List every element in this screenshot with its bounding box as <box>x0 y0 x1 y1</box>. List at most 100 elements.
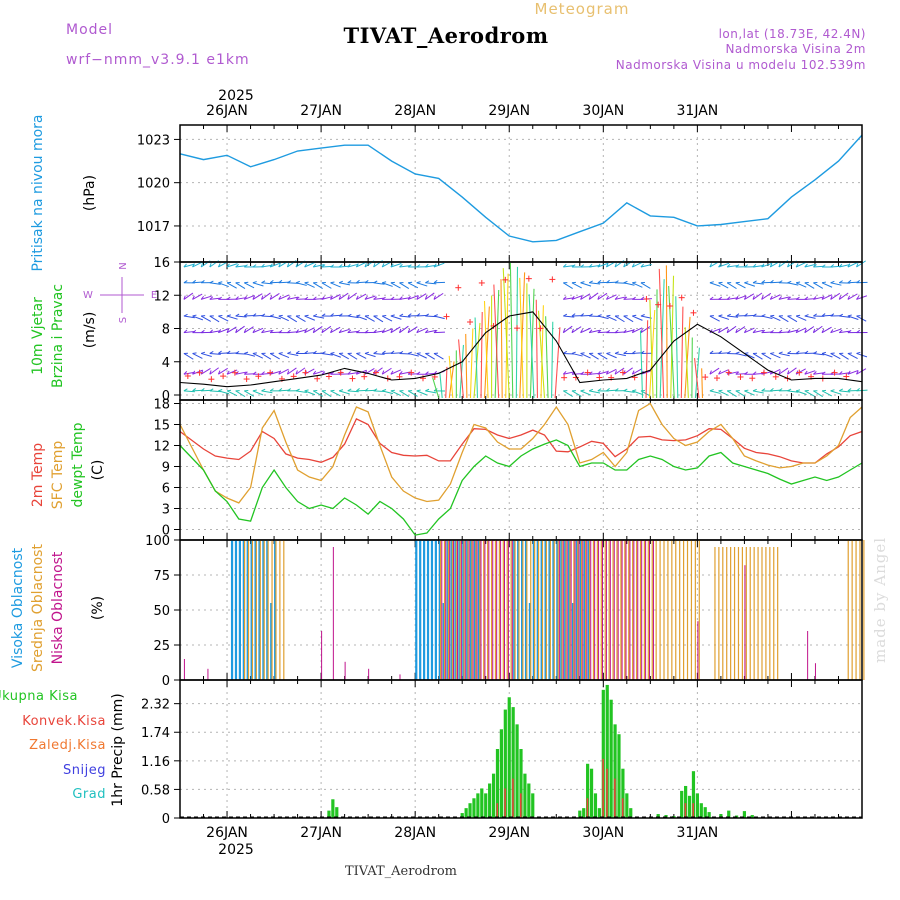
wind-arrow <box>269 262 281 268</box>
wind-arrow-head <box>838 329 843 334</box>
wind-arrow <box>856 260 866 268</box>
y-tick-label: 75 <box>153 569 170 584</box>
wind-arrow <box>770 315 781 321</box>
wind-arrow-head <box>192 279 196 284</box>
wind-arrow-head <box>347 280 352 284</box>
total-precip-bar <box>617 734 621 818</box>
wind-arrow <box>580 352 591 359</box>
wind-arrow <box>589 390 601 394</box>
wind-arrow <box>364 295 376 300</box>
wind-arrow <box>580 282 592 287</box>
wind-arrow-head <box>735 264 740 268</box>
wind-arrow-head <box>606 279 610 284</box>
wind-fan-stroke <box>639 330 644 399</box>
total-precip-bar <box>519 749 523 818</box>
wind-arrow-head <box>192 352 197 354</box>
wind-arrow <box>226 326 237 334</box>
low-cloud-spike <box>344 661 346 680</box>
low-cloud-bar <box>476 540 478 680</box>
wind-fan-stroke <box>465 333 468 399</box>
wind-arrow-head <box>847 263 851 268</box>
wind-panel: 0 4 8 12 16 <box>153 256 868 404</box>
wind-arrow <box>399 282 410 290</box>
wind-arrow <box>269 353 280 360</box>
sfc-temp-line <box>179 402 863 504</box>
total-precip-bar <box>699 803 703 818</box>
wind-arrow-head <box>821 371 826 375</box>
mid-cloud-bar <box>518 540 520 680</box>
wind-arrow-head <box>217 329 222 333</box>
wind-arrow-head <box>709 263 713 268</box>
wind-arrow-head <box>252 371 257 375</box>
total-precip-bar <box>621 768 625 818</box>
wind-arrow-head <box>787 329 791 333</box>
wind-arrow <box>744 293 755 300</box>
total-precip-bar <box>578 810 582 818</box>
wind-arrow-head <box>235 296 239 300</box>
wind-arrow <box>718 369 729 375</box>
y-tick-label: 12 <box>153 289 170 304</box>
wind-arrow-head <box>562 263 567 268</box>
wind-arrow <box>321 325 332 334</box>
wind-arrow <box>830 292 841 300</box>
mid-cloud-bar <box>255 540 257 680</box>
y-tick-label: 9 <box>162 461 170 476</box>
high-cloud-bar <box>568 540 571 680</box>
wind-arrow <box>795 261 807 268</box>
wind-fan-stroke <box>694 357 700 399</box>
wind-arrow <box>287 296 299 300</box>
wind-arrow <box>813 325 823 334</box>
wind-arrow <box>313 264 325 268</box>
low-cloud-bar <box>582 540 584 680</box>
wind-arrow-head <box>778 296 782 300</box>
wind-arrow-head <box>364 280 369 284</box>
wind-arrow <box>640 263 652 268</box>
wind-arrow <box>597 292 608 300</box>
wind-arrow <box>813 296 825 300</box>
wind-arrow-head <box>614 329 619 334</box>
low-cloud-bar <box>625 540 627 680</box>
wind-arrow-head <box>623 350 628 354</box>
wind-arrow <box>407 352 419 357</box>
wind-arrow-head <box>597 280 602 284</box>
high-cloud-bar <box>246 540 249 680</box>
wind-arrow <box>330 326 341 334</box>
mid-cloud-bar <box>616 540 618 680</box>
wind-arrow <box>726 325 737 334</box>
mid-cloud-bar <box>592 540 595 680</box>
wind-arrow-head <box>614 280 619 284</box>
mid-cloud-bar <box>777 547 779 680</box>
wind-arrow <box>787 315 798 323</box>
wind-arrow <box>830 353 841 360</box>
mid-cloud-bar <box>506 540 508 680</box>
wind-arrow-head <box>321 296 325 300</box>
wind-arrow <box>847 353 858 360</box>
wind-arrow <box>588 353 599 360</box>
wind-arrow-head <box>304 263 308 268</box>
wind-arrow <box>563 390 573 398</box>
wind-arrow <box>252 352 264 359</box>
wind-arrow-head <box>321 351 326 354</box>
wind-arrow-head <box>562 296 567 300</box>
wind-arrow-head <box>390 296 395 300</box>
wind-arrow <box>261 264 273 268</box>
wind-arrow-head <box>244 281 249 284</box>
high-cloud-bar <box>524 540 528 680</box>
wind-arrow-head <box>347 263 351 268</box>
low-cloud-bar <box>558 540 560 680</box>
wind-arrow <box>614 352 626 357</box>
total-precip-bar <box>491 773 496 818</box>
wind-arrow-head <box>795 328 799 333</box>
precip-legend-total: Ukupna Kisa <box>0 689 78 704</box>
mid-cloud-bar <box>459 540 461 680</box>
wind-arrow-head <box>744 371 748 375</box>
wind-arrow-head <box>813 296 817 300</box>
y-tick-label: 1017 <box>137 220 170 235</box>
wind-arrow-head <box>433 388 438 392</box>
wind-arrow-head <box>856 370 859 375</box>
wind-fan-stroke <box>458 339 464 399</box>
wind-arrow-head <box>743 295 747 300</box>
wind-arrow-head <box>571 371 576 375</box>
wind-arrow <box>813 372 825 375</box>
low-cloud-bar <box>578 540 580 680</box>
